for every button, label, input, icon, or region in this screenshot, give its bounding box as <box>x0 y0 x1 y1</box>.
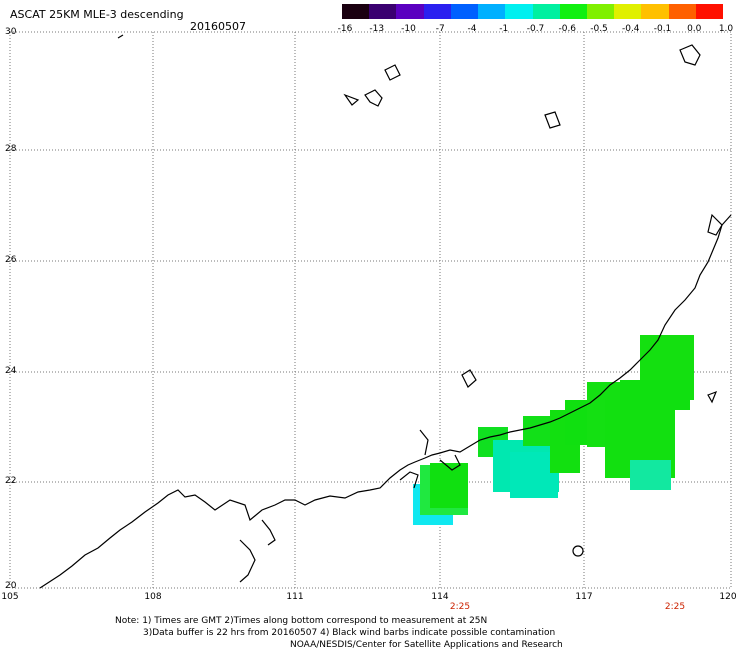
lon-label-111: 111 <box>286 592 304 602</box>
colorbar <box>342 4 724 19</box>
lat-label-22: 22 <box>5 476 17 486</box>
lon-label-117: 117 <box>575 592 593 602</box>
lat-label-26: 26 <box>5 255 17 265</box>
colorbar-segment <box>532 4 560 19</box>
colorbar-segment <box>668 4 696 19</box>
colorbar-tick-label: -0.5 <box>590 24 608 34</box>
lon-label-108: 108 <box>144 592 162 602</box>
colorbar-tick-label: -1 <box>499 24 509 34</box>
figure-title: ASCAT 25KM MLE-3 descending <box>10 8 184 21</box>
colorbar-segment <box>505 4 533 19</box>
colorbar-tick-label: -0.4 <box>621 24 640 34</box>
time-label-right: 2:25 <box>664 602 686 612</box>
lat-label-30: 30 <box>5 27 17 37</box>
colorbar-tick-label: 1.0 <box>718 24 734 34</box>
note-line-1: Note: 1) Times are GMT 2)Times along bot… <box>115 616 488 626</box>
colorbar-segment <box>559 4 587 19</box>
colorbar-segment <box>614 4 642 19</box>
colorbar-segment <box>369 4 397 19</box>
plot-frame <box>9 31 732 589</box>
colorbar-tick-label: -0.1 <box>653 24 672 34</box>
lat-label-24: 24 <box>5 366 17 376</box>
time-label-left: 2:25 <box>449 602 471 612</box>
colorbar-segment <box>423 4 451 19</box>
lon-label-114: 114 <box>431 592 449 602</box>
lat-label-20: 20 <box>5 581 17 591</box>
colorbar-segment <box>342 4 370 19</box>
coastline <box>39 34 732 589</box>
colorbar-labels: -16 -13 -10 -7 -4 -1 -0.7 -0.6 -0.5 -0.4 -0.1 0.0 1.… <box>335 24 735 36</box>
colorbar-tick-label: -10 <box>401 24 416 34</box>
colorbar-tick-label: 0.0 <box>687 24 702 34</box>
lon-label-105: 105 <box>1 592 19 602</box>
lon-label-120: 120 <box>719 592 737 602</box>
colorbar-segment <box>641 4 669 19</box>
colorbar-tick-label: -7 <box>435 24 445 34</box>
colorbar-tick-label: -0.7 <box>526 24 545 34</box>
figure-date: 20160507 <box>190 20 246 33</box>
colorbar-segment <box>396 4 424 19</box>
colorbar-segment <box>586 4 615 19</box>
wind-swath <box>413 335 694 525</box>
colorbar-segment <box>450 4 479 19</box>
grid-lines <box>10 32 731 588</box>
colorbar-tick-label: -4 <box>467 24 477 34</box>
colorbar-tick-label: -13 <box>369 24 385 34</box>
colorbar-segment <box>695 4 724 19</box>
lat-label-28: 28 <box>5 144 17 154</box>
colorbar-tick-label: -16 <box>337 24 353 34</box>
colorbar-segment <box>478 4 506 19</box>
note-line-2: 3)Data buffer is 22 hrs from 20160507 4)… <box>143 628 556 638</box>
colorbar-tick-label: -0.6 <box>558 24 577 34</box>
note-line-3: NOAA/NESDIS/Center for Satellite Applica… <box>290 640 563 650</box>
